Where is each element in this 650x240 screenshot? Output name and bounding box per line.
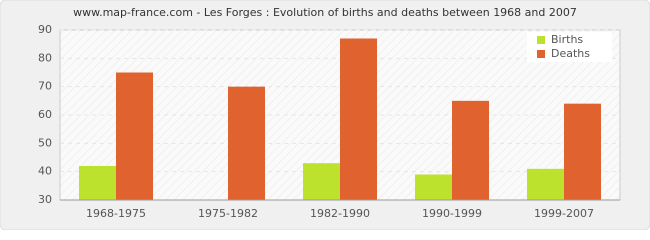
y-tick-label: 70 (38, 80, 52, 93)
x-tick-label: 1968-1975 (86, 207, 146, 220)
x-tick-label: 1982-1990 (310, 207, 370, 220)
x-tick-label: 1990-1999 (422, 207, 482, 220)
legend-label: Births (551, 33, 583, 46)
bar (340, 38, 377, 200)
y-tick-label: 40 (38, 165, 52, 178)
x-tick-label: 1975-1982 (198, 207, 258, 220)
bar (452, 100, 489, 200)
y-tick-label: 30 (38, 193, 52, 206)
bar (79, 166, 116, 200)
bar (415, 174, 452, 200)
x-tick-label: 1999-2007 (534, 207, 594, 220)
y-tick-label: 50 (38, 136, 52, 149)
legend-label: Deaths (551, 47, 590, 60)
bar (303, 163, 340, 200)
y-tick-label: 90 (38, 23, 52, 36)
y-tick-label: 80 (38, 51, 52, 64)
bar (228, 86, 265, 200)
bar (564, 103, 601, 200)
y-tick-label: 60 (38, 108, 52, 121)
legend-swatch (537, 36, 545, 44)
bar (116, 72, 153, 200)
chart-title: www.map-france.com - Les Forges : Evolut… (73, 6, 577, 19)
bar (527, 168, 564, 200)
legend-swatch (537, 50, 545, 58)
chart: www.map-france.com - Les Forges : Evolut… (0, 0, 650, 230)
